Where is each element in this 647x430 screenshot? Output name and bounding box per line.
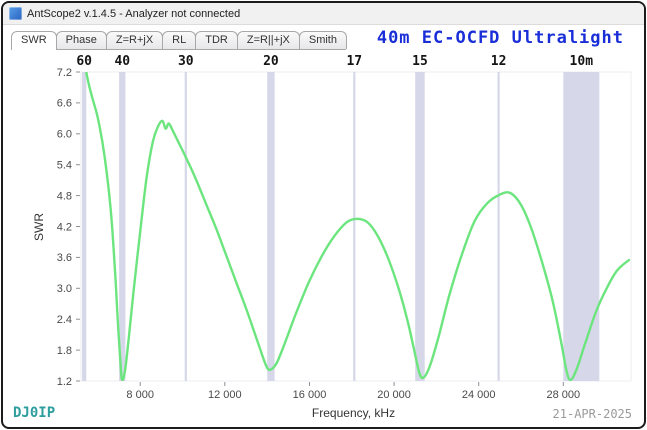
y-tick-label: 2.4 xyxy=(57,314,72,326)
tab-swr[interactable]: SWR xyxy=(11,31,57,50)
band-label-12: 12 xyxy=(491,54,507,69)
x-tick-label: 12 000 xyxy=(208,389,242,401)
band-label-10m: 10m xyxy=(570,54,594,69)
band-label-17: 17 xyxy=(346,54,362,69)
chart-area: 60 40 30 20 17 15 12 10m 7.2 6.6 6.0 5.4 4.8 4.2 3.6 3.… xyxy=(3,50,644,402)
ham-band-40 xyxy=(119,72,126,381)
chart-title: 40m EC-OCFD Ultralight xyxy=(376,28,624,48)
tab-phase[interactable]: Phase xyxy=(55,31,107,49)
y-tick-label: 6.6 xyxy=(57,98,72,110)
ham-band-12 xyxy=(497,72,500,381)
swr-chart[interactable]: 60 40 30 20 17 15 12 10m 7.2 6.6 6.0 5.4 4.8 4.2 3.6 3.… xyxy=(3,50,644,402)
band-label-15: 15 xyxy=(412,54,428,69)
x-tick-label: 8 000 xyxy=(126,389,154,401)
band-label-30: 30 xyxy=(178,54,194,69)
ham-band-60 xyxy=(82,72,87,381)
callsign: DJ0IP xyxy=(13,405,56,421)
plot-area xyxy=(80,71,632,382)
y-tick-label: 5.4 xyxy=(57,160,72,172)
y-tick-label: 4.2 xyxy=(57,221,72,233)
band-label-40: 40 xyxy=(114,54,130,69)
x-axis-title: Frequency, kHz xyxy=(311,406,396,420)
ham-band-17 xyxy=(353,72,356,381)
ham-band-20 xyxy=(267,72,275,381)
ham-band-30 xyxy=(184,72,187,381)
y-tick-label: 1.8 xyxy=(57,345,72,357)
tab-z-r-jx[interactable]: Z=R+jX xyxy=(105,31,164,49)
tab-z-r-par-jx[interactable]: Z=R||+jX xyxy=(236,31,300,49)
y-tick-label: 6.0 xyxy=(57,129,72,141)
tab-tdr[interactable]: TDR xyxy=(195,31,238,49)
x-tick-label: 24 000 xyxy=(462,389,496,401)
x-tick-label: 28 000 xyxy=(546,389,580,401)
y-tick-label: 4.8 xyxy=(57,190,72,202)
band-label-20: 20 xyxy=(263,54,279,69)
y-tick-label: 7.2 xyxy=(57,67,72,79)
tab-strip: SWR Phase Z=R+jX RL TDR Z=R||+jX Smith xyxy=(11,31,347,50)
y-tick-label: 3.6 xyxy=(57,252,72,264)
date-label: 21-APR-2025 xyxy=(552,407,632,421)
x-tick-label: 16 000 xyxy=(293,389,327,401)
band-label-60: 60 xyxy=(76,54,92,69)
footer: DJ0IP Frequency, kHz 21-APR-2025 xyxy=(3,402,644,427)
tab-rl[interactable]: RL xyxy=(162,31,197,49)
tab-bar: SWR Phase Z=R+jX RL TDR Z=R||+jX Smith 40m EC-… xyxy=(3,25,644,50)
y-tick-label: 3.0 xyxy=(57,283,72,295)
tab-smith[interactable]: Smith xyxy=(298,31,347,49)
x-tick-label: 20 000 xyxy=(377,389,411,401)
window-title: AntScope2 v.1.4.5 - Analyzer not connect… xyxy=(27,7,241,20)
y-axis-title: SWR xyxy=(32,213,46,241)
app-icon[interactable] xyxy=(9,7,22,20)
y-tick-label: 1.2 xyxy=(57,376,72,388)
ham-band-15 xyxy=(415,72,425,381)
titlebar[interactable]: AntScope2 v.1.4.5 - Analyzer not connect… xyxy=(3,3,644,25)
ham-band-10m xyxy=(563,72,600,381)
swr-curve xyxy=(85,72,631,381)
